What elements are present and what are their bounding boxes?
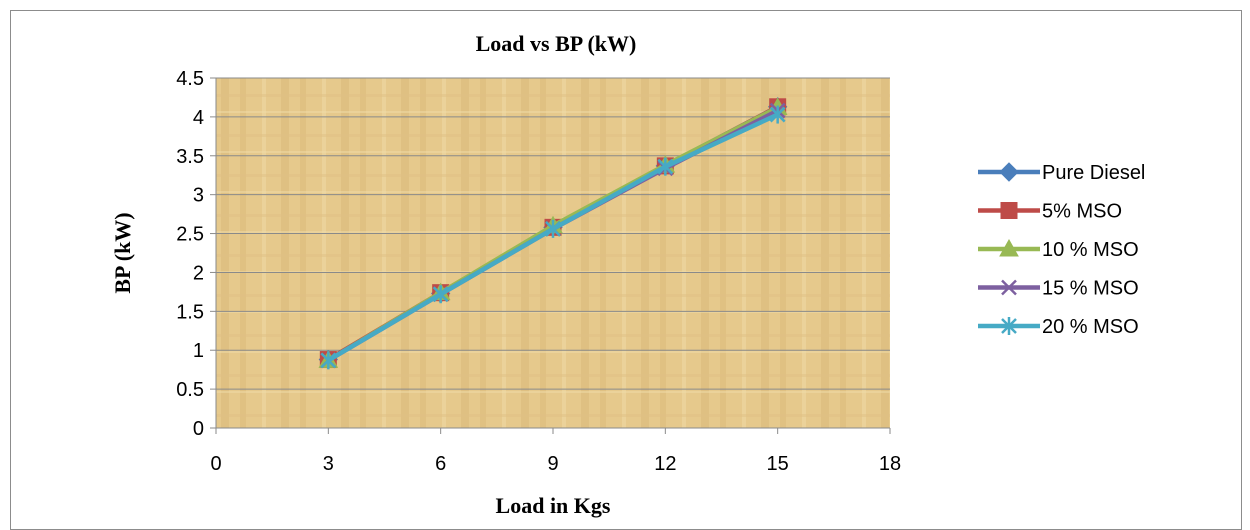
axes — [215, 78, 891, 434]
legend-item: 5% MSO — [978, 201, 1122, 223]
data-point — [545, 219, 561, 238]
legend-item: 10 % MSO — [978, 238, 1139, 261]
data-point — [432, 285, 449, 304]
legend-item: 15 % MSO — [978, 278, 1139, 300]
legend-label: 10 % MSO — [1042, 239, 1139, 261]
y-tick-label: 4 — [193, 107, 204, 129]
data-point — [657, 157, 674, 176]
x-tick-label: 15 — [767, 453, 789, 475]
y-tick-label: 3 — [193, 185, 204, 207]
x-tick-label: 6 — [435, 453, 446, 475]
legend-marker — [1000, 202, 1018, 219]
x-tick-label: 0 — [210, 453, 221, 475]
marker-stroke — [1001, 279, 1017, 296]
legend: Pure Diesel 5% MSO 10 % MSO 15 % MSO 20 % MS… — [978, 162, 1145, 338]
y-tick-label: 1.5 — [176, 301, 204, 323]
x-tick-label: 3 — [323, 453, 334, 475]
legend-label: 5% MSO — [1042, 201, 1122, 223]
plot-background — [216, 78, 890, 428]
legend-label: 20 % MSO — [1042, 316, 1139, 338]
y-tick-label: 3.5 — [176, 146, 204, 168]
y-tick-labels: 0 0.5 1 1.5 2 2.5 3 3.5 4 4.5 — [176, 68, 204, 440]
legend-label: Pure Diesel — [1042, 162, 1145, 184]
y-tick-label: 4.5 — [176, 68, 204, 90]
x-tick-label: 12 — [654, 453, 676, 475]
y-tick-label: 2 — [193, 262, 204, 284]
plot-area — [216, 78, 890, 428]
series-4 — [320, 105, 786, 370]
chart-title: Load vs BP (kW) — [476, 31, 637, 56]
legend-label: 15 % MSO — [1042, 278, 1139, 300]
y-tick-label: 2.5 — [176, 224, 204, 246]
legend-marker — [999, 162, 1019, 182]
legend-item: Pure Diesel — [978, 162, 1145, 184]
x-tick-label: 18 — [879, 453, 901, 475]
y-tick-label: 1 — [193, 340, 204, 362]
x-tick-label: 9 — [547, 453, 558, 475]
data-point — [320, 351, 337, 370]
y-axis-title: BP (kW) — [110, 212, 135, 293]
series-layer — [318, 97, 788, 370]
y-tick-label: 0 — [193, 418, 204, 440]
legend-marker — [1001, 317, 1017, 335]
x-axis-title: Load in Kgs — [496, 493, 611, 518]
data-point — [769, 105, 786, 124]
legend-marker — [999, 238, 1019, 257]
x-tick-labels: 0 3 6 9 12 15 18 — [210, 453, 901, 475]
legend-item: 20 % MSO — [978, 316, 1139, 338]
y-tick-label: 0.5 — [176, 379, 204, 401]
legend-marker — [1001, 279, 1017, 296]
